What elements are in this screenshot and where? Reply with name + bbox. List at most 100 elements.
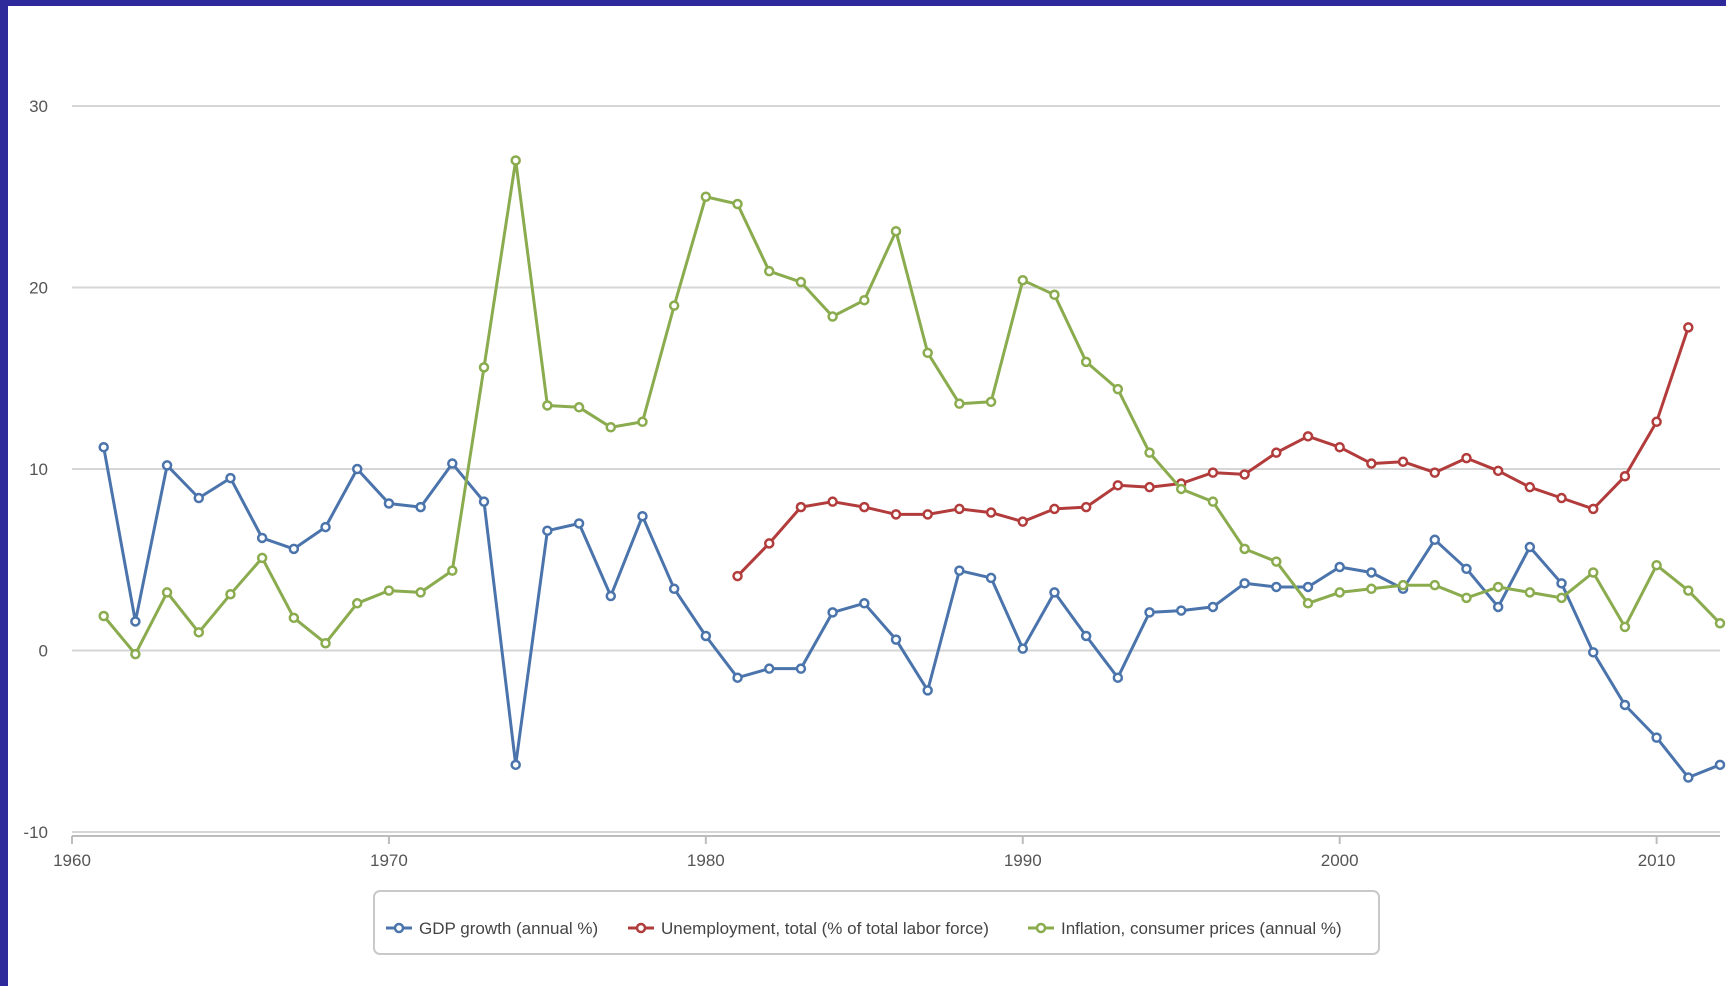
data-point[interactable] bbox=[1587, 647, 1599, 658]
data-point[interactable] bbox=[859, 294, 870, 306]
data-point[interactable] bbox=[1397, 456, 1409, 467]
data-point[interactable] bbox=[320, 637, 331, 649]
data-point[interactable] bbox=[1112, 383, 1124, 395]
data-point[interactable] bbox=[1524, 481, 1536, 493]
data-point[interactable] bbox=[1524, 587, 1536, 598]
data-point[interactable] bbox=[1492, 465, 1504, 477]
data-point[interactable] bbox=[256, 532, 268, 544]
data-point[interactable] bbox=[1366, 458, 1377, 469]
data-point[interactable] bbox=[1683, 772, 1694, 783]
data-point[interactable] bbox=[922, 685, 933, 696]
data-point[interactable] bbox=[1556, 492, 1567, 504]
legend-item[interactable]: Inflation, consumer prices (annual %) bbox=[1028, 919, 1342, 938]
data-point[interactable] bbox=[827, 607, 838, 618]
data-point[interactable] bbox=[732, 198, 743, 210]
data-point[interactable] bbox=[1651, 559, 1662, 571]
data-point[interactable] bbox=[1144, 481, 1155, 493]
data-point[interactable] bbox=[1651, 732, 1662, 743]
legend-item[interactable]: GDP growth (annual %) bbox=[386, 919, 598, 938]
data-point[interactable] bbox=[510, 155, 521, 166]
data-point[interactable] bbox=[1587, 503, 1599, 515]
data-point[interactable] bbox=[383, 498, 395, 509]
data-point[interactable] bbox=[859, 501, 870, 513]
data-point[interactable] bbox=[1556, 578, 1567, 589]
data-point[interactable] bbox=[1619, 699, 1631, 711]
data-point[interactable] bbox=[98, 441, 109, 453]
data-point[interactable] bbox=[1175, 605, 1187, 616]
data-point[interactable] bbox=[922, 347, 933, 359]
data-point[interactable] bbox=[605, 590, 617, 602]
data-point[interactable] bbox=[1049, 289, 1060, 301]
data-point[interactable] bbox=[637, 510, 648, 522]
data-point[interactable] bbox=[510, 759, 521, 771]
data-point[interactable] bbox=[1271, 581, 1282, 593]
data-point[interactable] bbox=[415, 587, 426, 598]
data-point[interactable] bbox=[1492, 581, 1504, 593]
data-point[interactable] bbox=[225, 588, 236, 600]
data-point[interactable] bbox=[1651, 416, 1662, 428]
data-point[interactable] bbox=[985, 507, 997, 518]
data-point[interactable] bbox=[795, 276, 807, 288]
data-point[interactable] bbox=[668, 300, 680, 311]
data-point[interactable] bbox=[1714, 618, 1726, 629]
data-point[interactable] bbox=[1366, 567, 1377, 578]
data-point[interactable] bbox=[130, 648, 141, 660]
data-point[interactable] bbox=[573, 402, 585, 413]
data-point[interactable] bbox=[954, 565, 965, 576]
data-point[interactable] bbox=[1429, 467, 1441, 478]
data-point[interactable] bbox=[542, 525, 553, 536]
data-point[interactable] bbox=[1619, 471, 1631, 482]
data-point[interactable] bbox=[827, 496, 838, 507]
data-point[interactable] bbox=[1207, 601, 1219, 613]
data-point[interactable] bbox=[351, 598, 363, 609]
data-point[interactable] bbox=[954, 398, 965, 409]
data-point[interactable] bbox=[161, 587, 173, 598]
data-point[interactable] bbox=[763, 663, 775, 674]
data-point[interactable] bbox=[288, 543, 300, 555]
data-point[interactable] bbox=[130, 616, 141, 627]
data-point[interactable] bbox=[985, 572, 997, 584]
data-point[interactable] bbox=[1302, 581, 1314, 593]
data-point[interactable] bbox=[1239, 469, 1250, 480]
data-point[interactable] bbox=[1366, 583, 1377, 595]
data-point[interactable] bbox=[795, 501, 807, 513]
data-point[interactable] bbox=[1207, 496, 1219, 507]
data-point[interactable] bbox=[1017, 274, 1029, 286]
data-point[interactable] bbox=[1049, 503, 1060, 515]
data-point[interactable] bbox=[1080, 501, 1092, 513]
data-point[interactable] bbox=[890, 225, 902, 237]
data-point[interactable] bbox=[1271, 447, 1282, 458]
data-point[interactable] bbox=[1429, 579, 1441, 591]
data-point[interactable] bbox=[1714, 759, 1726, 771]
data-point[interactable] bbox=[1017, 643, 1029, 654]
data-point[interactable] bbox=[732, 672, 743, 683]
data-point[interactable] bbox=[795, 663, 807, 674]
data-point[interactable] bbox=[193, 492, 205, 504]
data-point[interactable] bbox=[700, 191, 712, 202]
data-point[interactable] bbox=[1461, 592, 1472, 604]
data-point[interactable] bbox=[859, 598, 870, 609]
data-point[interactable] bbox=[288, 612, 300, 624]
data-point[interactable] bbox=[1556, 592, 1567, 604]
data-point[interactable] bbox=[922, 509, 933, 520]
data-point[interactable] bbox=[1619, 621, 1631, 633]
data-point[interactable] bbox=[98, 610, 109, 622]
data-point[interactable] bbox=[1461, 452, 1472, 464]
data-point[interactable] bbox=[763, 265, 775, 277]
data-point[interactable] bbox=[161, 460, 173, 471]
data-point[interactable] bbox=[1302, 598, 1314, 609]
legend-item[interactable]: Unemployment, total (% of total labor fo… bbox=[628, 919, 989, 938]
data-point[interactable] bbox=[1207, 467, 1219, 478]
data-point[interactable] bbox=[447, 565, 458, 576]
data-point[interactable] bbox=[1144, 447, 1155, 458]
data-point[interactable] bbox=[1112, 480, 1124, 491]
data-point[interactable] bbox=[478, 362, 490, 373]
data-point[interactable] bbox=[1144, 607, 1155, 618]
data-point[interactable] bbox=[225, 472, 236, 484]
data-point[interactable] bbox=[605, 422, 617, 433]
data-point[interactable] bbox=[1080, 630, 1092, 642]
data-point[interactable] bbox=[1461, 563, 1472, 575]
data-point[interactable] bbox=[1334, 561, 1345, 573]
data-point[interactable] bbox=[320, 521, 331, 533]
data-point[interactable] bbox=[827, 311, 838, 322]
